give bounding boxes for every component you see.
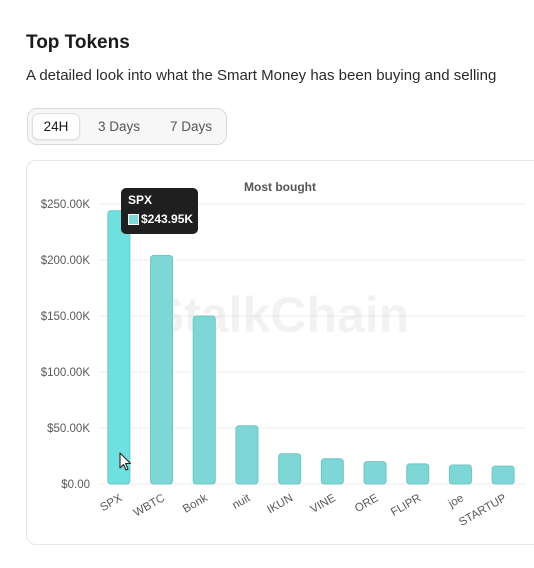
x-tick-label: ORE bbox=[353, 492, 381, 515]
x-tick-label: STARTUP bbox=[457, 492, 509, 529]
bar-flipr[interactable] bbox=[406, 463, 430, 485]
mouse-pointer-icon bbox=[119, 452, 132, 471]
chart-tooltip: SPX $243.95K bbox=[121, 188, 198, 234]
bar-series bbox=[107, 210, 515, 485]
y-tick-label: $0.00 bbox=[61, 479, 90, 491]
tab-3-days[interactable]: 3 Days bbox=[97, 119, 141, 134]
page-title: Top Tokens bbox=[26, 32, 130, 53]
x-tick-label: FLIPR bbox=[389, 492, 423, 519]
y-tick-label: $100.00K bbox=[41, 367, 91, 379]
x-tick-label: joe bbox=[446, 492, 466, 511]
bar-startup[interactable] bbox=[491, 465, 515, 485]
bar-vine[interactable] bbox=[320, 458, 344, 485]
chart-title: Most bought bbox=[244, 180, 316, 194]
x-tick-label: Bonk bbox=[181, 492, 210, 516]
tooltip-token-name: SPX bbox=[128, 193, 153, 207]
tab-24h[interactable]: 24H bbox=[32, 113, 80, 140]
y-tick-label: $200.00K bbox=[41, 255, 91, 267]
bar-ikun[interactable] bbox=[278, 453, 302, 485]
tooltip-value: $243.95K bbox=[141, 212, 194, 226]
y-tick-label: $50.00K bbox=[47, 423, 90, 435]
x-tick-label: WBTC bbox=[132, 492, 167, 519]
y-axis: $0.00 $50.00K $100.00K $150.00K $200.00K $250… bbox=[41, 199, 91, 491]
bar-joe[interactable] bbox=[448, 464, 472, 485]
timeframe-tabs: 24H 3 Days 7 Days bbox=[27, 108, 227, 145]
x-tick-label: SPX bbox=[98, 492, 124, 514]
bar-spx[interactable] bbox=[107, 210, 131, 485]
x-tick-label: nuit bbox=[230, 492, 253, 512]
page-subtitle: A detailed look into what the Smart Mone… bbox=[26, 67, 497, 84]
bar-ore[interactable] bbox=[363, 461, 387, 485]
bar-wbtc[interactable] bbox=[150, 255, 174, 485]
y-tick-label: $150.00K bbox=[41, 311, 91, 323]
bar-bonk[interactable] bbox=[192, 315, 216, 485]
y-tick-label: $250.00K bbox=[41, 199, 91, 211]
tab-7-days[interactable]: 7 Days bbox=[169, 119, 213, 134]
chart-watermark: StalkChain bbox=[151, 287, 409, 343]
tooltip-color-swatch bbox=[128, 214, 139, 225]
x-tick-label: IKUN bbox=[265, 492, 295, 516]
x-tick-label: VINE bbox=[309, 492, 339, 516]
x-axis: SPX WBTC Bonk nuit IKUN VINE ORE FLIPR joeSTARTU… bbox=[98, 492, 509, 529]
bar-nuit[interactable] bbox=[235, 425, 259, 485]
